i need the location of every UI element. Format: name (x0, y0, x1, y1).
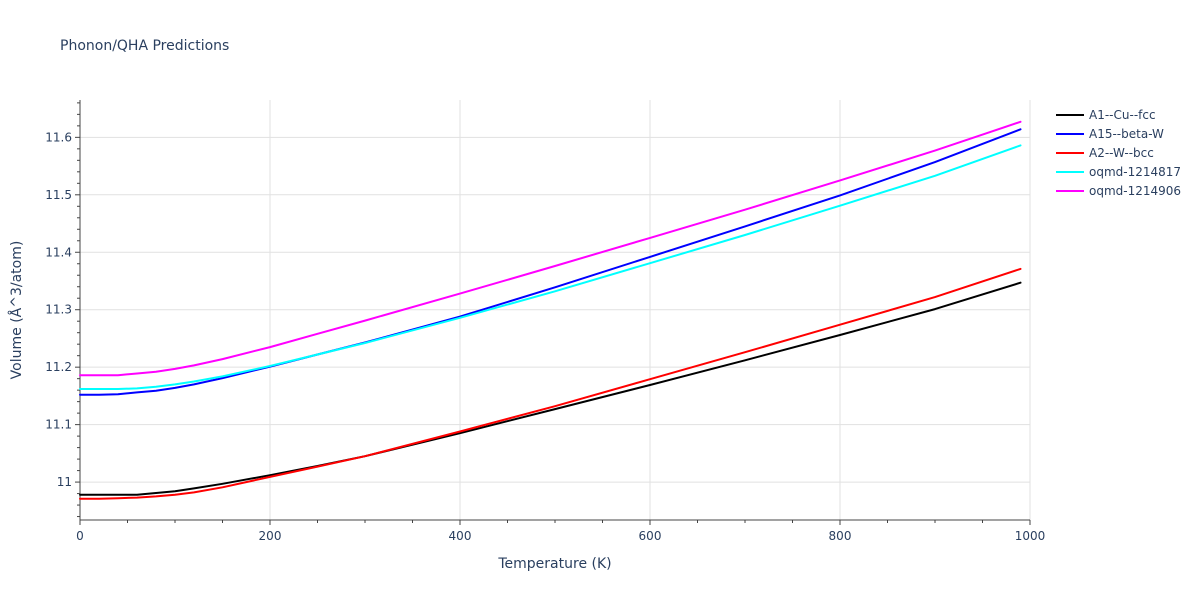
y-tick-label: 11.2 (45, 360, 72, 374)
axes: 0 200 400 600 800 1000 11 11.1 11.2 11.3 11.4 11.5 1… (45, 100, 1045, 543)
y-tick-label: 11.6 (45, 130, 72, 144)
legend-label: A2--W--bcc (1089, 146, 1154, 160)
series-lines (79, 120, 1022, 500)
legend-item[interactable]: A2--W--bcc (1056, 146, 1154, 160)
series-line-oqmd-1214817[interactable] (79, 144, 1022, 390)
y-tick-label: 11.5 (45, 188, 72, 202)
x-tick-label: 600 (639, 529, 662, 543)
legend-item[interactable]: oqmd-1214906 (1056, 184, 1181, 198)
legend-item[interactable]: oqmd-1214817 (1056, 165, 1181, 179)
legend-item[interactable]: A1--Cu--fcc (1056, 108, 1156, 122)
series-line-a2-w-bcc[interactable] (79, 267, 1022, 500)
y-axis-title: Volume (Å^3/atom) (8, 241, 25, 380)
legend-item[interactable]: A15--beta-W (1056, 127, 1164, 141)
x-tick-label: 1000 (1015, 529, 1046, 543)
series-line-a1-cu-fcc[interactable] (79, 281, 1022, 496)
x-tick-label: 200 (259, 529, 282, 543)
y-tick-label: 11.1 (45, 418, 72, 432)
series-line-oqmd-1214906[interactable] (79, 120, 1022, 377)
x-tick-label: 800 (829, 529, 852, 543)
grid-lines (80, 100, 1031, 520)
x-tick-label: 0 (76, 529, 84, 543)
y-tick-label: 11.3 (45, 303, 72, 317)
chart-title: Phonon/QHA Predictions (60, 38, 229, 54)
x-axis-title: Temperature (K) (497, 556, 611, 572)
y-tick-label: 11 (57, 475, 72, 489)
legend-label: oqmd-1214906 (1089, 184, 1181, 198)
legend-label: oqmd-1214817 (1089, 165, 1181, 179)
legend-label: A1--Cu--fcc (1089, 108, 1156, 122)
x-tick-label: 400 (449, 529, 472, 543)
y-tick-label: 11.4 (45, 245, 72, 259)
legend[interactable]: A1--Cu--fcc A15--beta-W A2--W--bcc oqmd-121… (1056, 108, 1181, 198)
legend-label: A15--beta-W (1089, 127, 1164, 141)
